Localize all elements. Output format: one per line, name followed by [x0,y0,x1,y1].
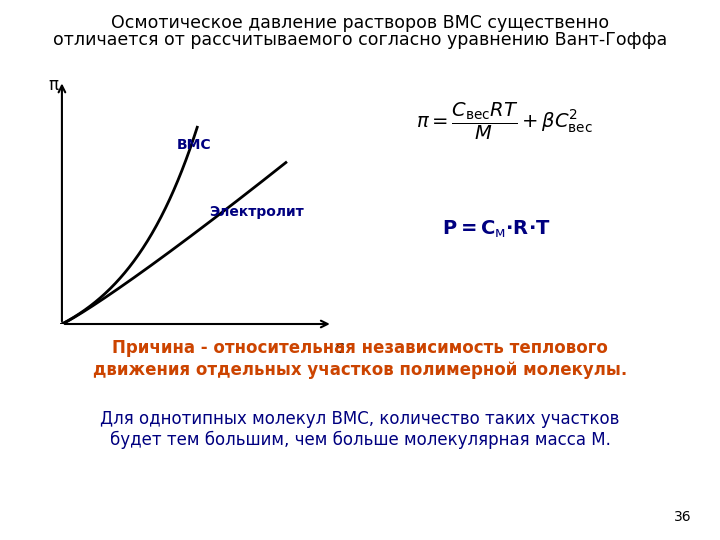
Text: π: π [48,76,58,93]
Text: 36: 36 [674,510,691,524]
Text: будет тем большим, чем больше молекулярная масса М.: будет тем большим, чем больше молекулярн… [109,431,611,449]
Text: отличается от рассчитываемого согласно уравнению Вант-Гоффа: отличается от рассчитываемого согласно у… [53,31,667,49]
Text: Электролит: Электролит [209,205,304,219]
Text: $\mathbf{P{=}C_{\mathsf{м}}{\cdot}R{\cdot}T}$: $\mathbf{P{=}C_{\mathsf{м}}{\cdot}R{\cdo… [443,219,551,240]
Text: Причина - относительная независимость теплового: Причина - относительная независимость те… [112,339,608,357]
Text: с: с [334,339,343,357]
Text: движения отдельных участков полимерной молекулы.: движения отдельных участков полимерной м… [93,361,627,379]
Text: Осмотическое давление растворов ВМС существенно: Осмотическое давление растворов ВМС суще… [111,14,609,31]
Text: Для однотипных молекул ВМС, количество таких участков: Для однотипных молекул ВМС, количество т… [100,409,620,428]
Text: $\pi = \dfrac{C_{\mathsf{вес}}RT}{M} + \beta C^{2}_{\mathsf{вес}}$: $\pi = \dfrac{C_{\mathsf{вес}}RT}{M} + \… [415,101,593,142]
Text: ВМС: ВМС [177,138,212,152]
